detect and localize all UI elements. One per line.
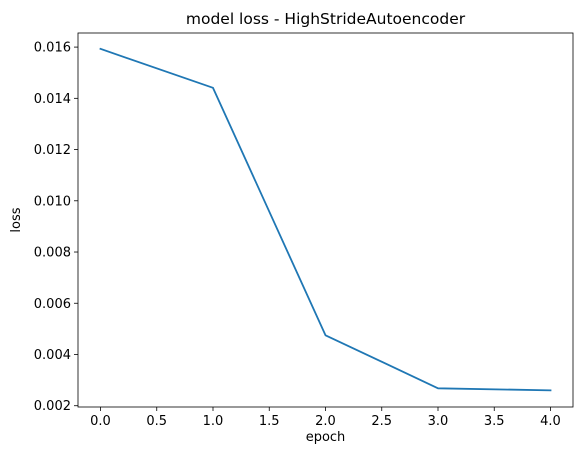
x-tick-label: 3.0: [428, 414, 449, 429]
y-tick-label: 0.004: [34, 348, 71, 363]
x-tick-label: 0.0: [90, 414, 111, 429]
chart-title: model loss - HighStrideAutoencoder: [186, 10, 466, 28]
y-tick-label: 0.014: [34, 92, 71, 107]
y-tick-label: 0.006: [34, 297, 71, 312]
y-axis-label: loss: [9, 207, 24, 232]
series-layer: [99, 47, 552, 392]
x-tick-label: 0.5: [146, 414, 167, 429]
loss-series-line: [99, 47, 552, 392]
y-tick-label: 0.008: [34, 246, 71, 261]
x-tick-label: 4.0: [540, 414, 561, 429]
y-tick-label: 0.016: [34, 41, 71, 56]
y-axis-ticks: 0.002 0.004 0.006 0.008 0.010 0.012 0.014 0.016: [34, 41, 78, 414]
x-tick-label: 3.5: [484, 414, 505, 429]
x-tick-label: 1.5: [259, 414, 280, 429]
x-axis-ticks: 0.0 0.5 1.0 1.5 2.0 2.5 3.0 3.5 4.0: [90, 407, 561, 429]
x-tick-label: 2.5: [371, 414, 392, 429]
y-tick-label: 0.002: [34, 399, 71, 414]
x-axis-label: epoch: [306, 430, 346, 445]
plot-area: [77, 32, 574, 408]
x-tick-label: 1.0: [203, 414, 224, 429]
y-tick-label: 0.012: [34, 143, 71, 158]
y-tick-label: 0.010: [34, 194, 71, 209]
x-tick-label: 2.0: [315, 414, 336, 429]
